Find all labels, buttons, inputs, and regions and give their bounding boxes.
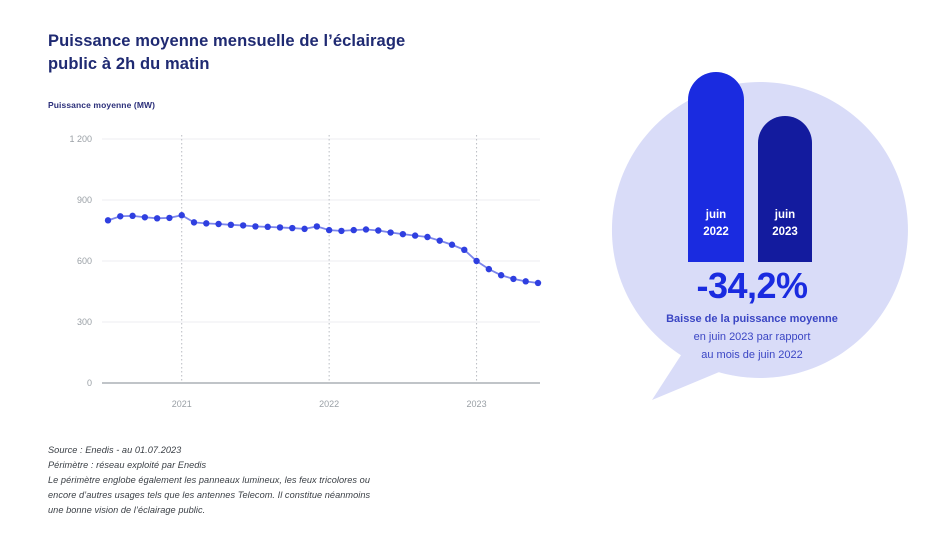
data-point: [264, 223, 271, 230]
bar-right-label-top: juin: [774, 209, 795, 221]
y-tick-label: 1 200: [69, 134, 92, 144]
x-tick-label: 2023: [467, 399, 487, 409]
data-point: [424, 233, 431, 240]
footnote-perimeter: Périmètre : réseau exploité par Enedis: [48, 459, 207, 470]
data-point: [166, 214, 173, 221]
callout-canvas: juin 2022 juin 2023 -34,2% Baisse de la …: [611, 72, 908, 400]
bar-left-label-top: juin: [705, 209, 726, 221]
data-point: [141, 213, 149, 221]
data-point: [510, 275, 517, 282]
data-point: [276, 223, 284, 231]
data-point: [534, 279, 542, 286]
data-point: [215, 220, 222, 227]
chart-canvas: 0 300 600 900 1 200 2021 2022 2023: [69, 134, 542, 409]
data-point: [387, 228, 394, 236]
data-point: [117, 212, 124, 219]
data-point: [375, 226, 382, 234]
data-point: [104, 216, 112, 224]
data-point: [485, 265, 493, 272]
data-point: [522, 277, 529, 285]
data-point: [497, 271, 505, 278]
bar-juin-2022-foot: [688, 190, 744, 262]
line-chart: 0 300 600 900 1 200 2021 2022 2023: [48, 121, 548, 421]
data-point: [190, 218, 198, 226]
y-tick-label: 900: [77, 195, 92, 205]
callout-caption-3: au mois de juin 2022: [701, 349, 803, 361]
data-point: [350, 226, 357, 233]
data-point: [338, 227, 345, 234]
footnote-detail: Le périmètre englobe également les panne…: [48, 474, 371, 515]
data-point: [461, 246, 468, 253]
left-column: Puissance moyenne mensuelle de l’éclaira…: [48, 30, 568, 421]
data-point: [436, 236, 443, 244]
callout-bubble: juin 2022 juin 2023 -34,2% Baisse de la …: [600, 70, 940, 440]
bar-left-label-bottom: 2022: [703, 226, 729, 238]
callout-caption-1: Baisse de la puissance moyenne: [666, 313, 838, 325]
y-tick-label: 300: [77, 317, 92, 327]
data-point: [473, 257, 480, 264]
data-point: [178, 211, 185, 218]
data-point: [252, 222, 259, 230]
bar-juin-2023-base: [758, 200, 812, 262]
percent-value: -34,2%: [696, 265, 808, 306]
data-point: [448, 241, 456, 248]
data-point: [411, 231, 419, 239]
callout-caption-2: en juin 2023 par rapport: [694, 331, 811, 343]
data-point: [313, 222, 321, 230]
y-axis-caption: Puissance moyenne (MW): [48, 99, 156, 110]
speech-bubble-tail: [652, 332, 724, 400]
footnote-source: Source : Enedis - au 01.07.2023: [48, 445, 182, 455]
page-title: Puissance moyenne mensuelle de l’éclaira…: [48, 32, 406, 73]
data-point: [239, 221, 247, 229]
y-tick-label: 600: [77, 256, 92, 266]
footnote-block: Source : Enedis - au 01.07.2023 Périmètr…: [48, 443, 528, 518]
y-tick-label: 0: [87, 378, 92, 388]
data-point: [325, 226, 333, 233]
x-tick-label: 2022: [319, 399, 339, 409]
data-point: [227, 221, 235, 228]
data-point: [153, 214, 161, 222]
data-point: [203, 219, 210, 227]
bar-right-label-bottom: 2023: [772, 226, 798, 238]
x-tick-label: 2021: [172, 399, 192, 409]
data-point: [301, 225, 308, 232]
data-point: [399, 230, 407, 237]
data-point: [129, 212, 136, 219]
data-point: [289, 224, 296, 231]
data-point: [362, 225, 370, 233]
